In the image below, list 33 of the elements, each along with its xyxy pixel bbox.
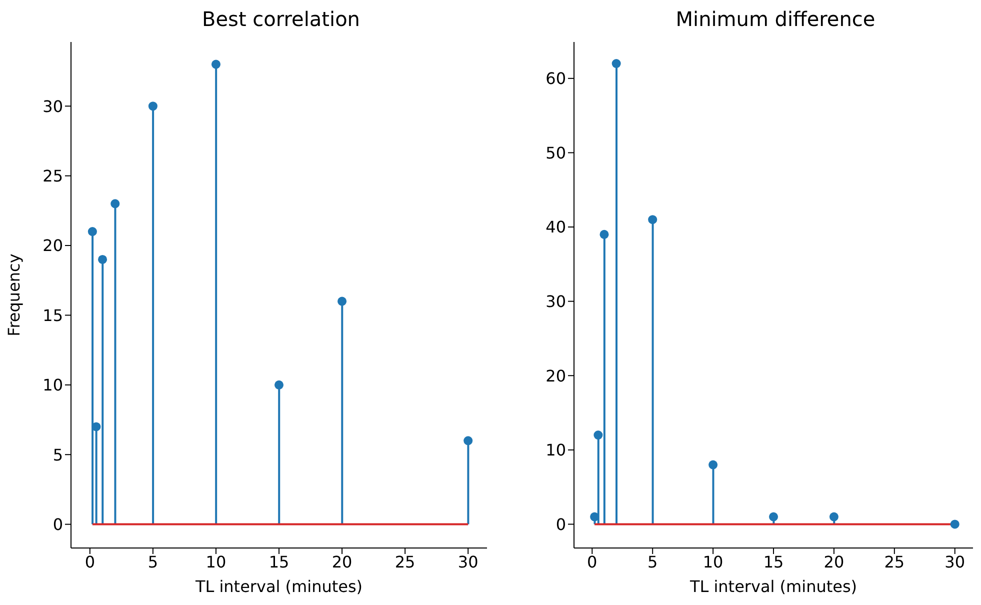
x-tick-label: 0 — [84, 552, 96, 572]
y-tick-label: 40 — [546, 218, 566, 237]
x-tick-label: 25 — [884, 552, 905, 572]
y-tick-label: 15 — [42, 306, 63, 325]
y-tick-label: 25 — [42, 166, 63, 186]
x-tick-label: 30 — [458, 552, 478, 572]
y-tick-label: 20 — [42, 236, 63, 256]
y-tick-label: 10 — [42, 376, 63, 395]
x-tick-label: 30 — [944, 552, 966, 572]
x-tick-label: 0 — [587, 552, 598, 572]
chart-title: Best correlation — [201, 6, 361, 33]
x-axis-title: TL interval (minutes) — [194, 577, 363, 596]
x-tick-label: 5 — [148, 552, 158, 572]
x-tick-label: 20 — [824, 552, 844, 572]
x-axis-title: TL interval (minutes) — [688, 577, 858, 596]
y-tick-label: 50 — [546, 143, 566, 162]
y-tick-label: 0 — [52, 514, 63, 534]
x-tick-label: 10 — [206, 552, 226, 572]
chart-title: Minimum difference — [674, 6, 876, 33]
y-tick-label: 20 — [546, 366, 566, 386]
y-tick-label: 30 — [546, 292, 566, 311]
y-tick-label: 5 — [52, 445, 63, 464]
x-tick-label: 20 — [332, 552, 352, 572]
y-tick-label: 0 — [556, 514, 566, 534]
y-tick-label: 10 — [546, 440, 566, 460]
x-tick-label: 10 — [702, 552, 724, 572]
x-tick-label: 15 — [763, 552, 784, 572]
x-tick-label: 25 — [394, 552, 416, 572]
x-tick-label: 15 — [268, 552, 290, 572]
y-tick-label: 60 — [546, 69, 566, 88]
x-tick-label: 5 — [647, 552, 658, 572]
y-axis-title: Frequency — [4, 254, 24, 336]
y-tick-label: 30 — [42, 96, 63, 116]
